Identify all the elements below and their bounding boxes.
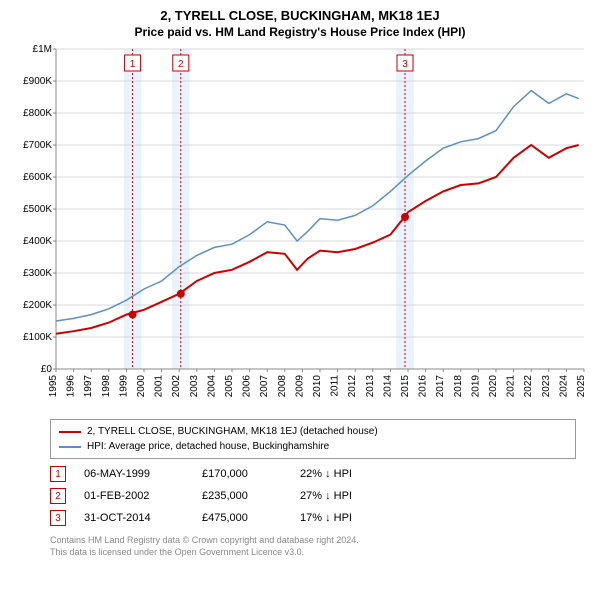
svg-text:2: 2: [178, 59, 184, 70]
sale-row-2: 2 01-FEB-2002 £235,000 27% ↓ HPI: [50, 485, 576, 507]
svg-text:3: 3: [402, 59, 408, 70]
sale-price-1: £170,000: [202, 468, 282, 480]
sale-date-2: 01-FEB-2002: [84, 490, 184, 502]
svg-text:1998: 1998: [101, 375, 112, 398]
svg-text:2018: 2018: [453, 375, 464, 398]
svg-text:£800K: £800K: [23, 108, 52, 119]
legend-swatch-price: [59, 431, 81, 433]
sale-diff-1: 22% ↓ HPI: [300, 468, 352, 480]
svg-text:2014: 2014: [382, 375, 393, 398]
legend-row-hpi: HPI: Average price, detached house, Buck…: [59, 439, 567, 454]
sale-marker-3: 3: [50, 510, 66, 526]
svg-text:2022: 2022: [523, 375, 534, 398]
credit-line-1: Contains HM Land Registry data © Crown c…: [50, 535, 576, 547]
legend: 2, TYRELL CLOSE, BUCKINGHAM, MK18 1EJ (d…: [50, 419, 576, 459]
svg-text:£200K: £200K: [23, 300, 52, 311]
legend-row-price: 2, TYRELL CLOSE, BUCKINGHAM, MK18 1EJ (d…: [59, 424, 567, 439]
svg-text:2010: 2010: [312, 375, 323, 398]
svg-text:2001: 2001: [154, 375, 165, 398]
chart: 1 2 3 £0 £100K £200K £300K £400K £500K £600K £700K…: [10, 45, 590, 415]
legend-label-hpi: HPI: Average price, detached house, Buck…: [87, 439, 329, 454]
legend-label-price: 2, TYRELL CLOSE, BUCKINGHAM, MK18 1EJ (d…: [87, 424, 378, 439]
credit-line-2: This data is licensed under the Open Gov…: [50, 547, 576, 559]
svg-text:£100K: £100K: [23, 332, 52, 343]
sale-price-2: £235,000: [202, 490, 282, 502]
sale-date-3: 31-OCT-2014: [84, 512, 184, 524]
sale-marker-2: 2: [50, 488, 66, 504]
svg-text:£500K: £500K: [23, 204, 52, 215]
svg-text:1996: 1996: [66, 375, 77, 398]
svg-text:2013: 2013: [365, 375, 376, 398]
svg-text:2017: 2017: [435, 375, 446, 398]
sale-row-1: 1 06-MAY-1999 £170,000 22% ↓ HPI: [50, 463, 576, 485]
sale-diff-2: 27% ↓ HPI: [300, 490, 352, 502]
sale-date-1: 06-MAY-1999: [84, 468, 184, 480]
svg-text:1995: 1995: [48, 375, 59, 398]
svg-text:2019: 2019: [470, 375, 481, 398]
svg-text:£700K: £700K: [23, 140, 52, 151]
svg-text:2016: 2016: [418, 375, 429, 398]
svg-text:2003: 2003: [189, 375, 200, 398]
svg-text:2024: 2024: [558, 375, 569, 398]
sale-price-3: £475,000: [202, 512, 282, 524]
svg-text:2006: 2006: [242, 375, 253, 398]
svg-text:2023: 2023: [541, 375, 552, 398]
sale-marker-1: 1: [50, 466, 66, 482]
svg-text:2012: 2012: [347, 375, 358, 398]
svg-text:£300K: £300K: [23, 268, 52, 279]
svg-text:2008: 2008: [277, 375, 288, 398]
svg-text:2020: 2020: [488, 375, 499, 398]
svg-text:2015: 2015: [400, 375, 411, 398]
page: 2, TYRELL CLOSE, BUCKINGHAM, MK18 1EJ Pr…: [0, 0, 600, 590]
svg-text:2000: 2000: [136, 375, 147, 398]
page-subtitle: Price paid vs. HM Land Registry's House …: [10, 25, 590, 39]
svg-text:1999: 1999: [118, 375, 129, 398]
svg-text:2004: 2004: [206, 375, 217, 398]
sale-diff-3: 17% ↓ HPI: [300, 512, 352, 524]
svg-text:£1M: £1M: [33, 45, 52, 55]
svg-text:1: 1: [130, 59, 136, 70]
chart-svg: 1 2 3 £0 £100K £200K £300K £400K £500K £600K £700K…: [10, 45, 590, 415]
sale-row-3: 3 31-OCT-2014 £475,000 17% ↓ HPI: [50, 507, 576, 529]
svg-text:£400K: £400K: [23, 236, 52, 247]
svg-text:£900K: £900K: [23, 76, 52, 87]
credit: Contains HM Land Registry data © Crown c…: [50, 535, 576, 558]
svg-text:2007: 2007: [259, 375, 270, 398]
svg-text:2005: 2005: [224, 375, 235, 398]
svg-text:£0: £0: [41, 364, 53, 375]
svg-text:2025: 2025: [576, 375, 587, 398]
svg-text:£600K: £600K: [23, 172, 52, 183]
svg-text:2021: 2021: [506, 375, 517, 398]
page-title: 2, TYRELL CLOSE, BUCKINGHAM, MK18 1EJ: [10, 8, 590, 23]
svg-text:2011: 2011: [330, 375, 341, 397]
svg-text:1997: 1997: [83, 375, 94, 398]
svg-text:2009: 2009: [294, 375, 305, 398]
svg-text:2002: 2002: [171, 375, 182, 398]
sales-table: 1 06-MAY-1999 £170,000 22% ↓ HPI 2 01-FE…: [50, 463, 576, 529]
legend-swatch-hpi: [59, 446, 81, 448]
